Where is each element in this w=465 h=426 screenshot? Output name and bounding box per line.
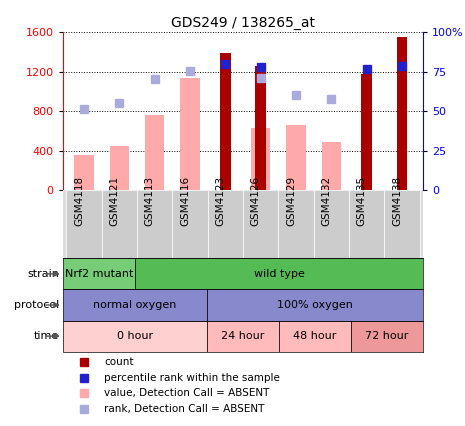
Text: 48 hour: 48 hour xyxy=(293,331,337,341)
Bar xyxy=(207,321,279,352)
Text: 24 hour: 24 hour xyxy=(221,331,265,341)
Text: value, Detection Call = ABSENT: value, Detection Call = ABSENT xyxy=(104,388,270,398)
Text: GSM4121: GSM4121 xyxy=(109,176,120,226)
Bar xyxy=(207,289,423,321)
Bar xyxy=(102,190,137,258)
Text: 72 hour: 72 hour xyxy=(365,331,409,341)
Bar xyxy=(63,289,207,321)
Text: rank, Detection Call = ABSENT: rank, Detection Call = ABSENT xyxy=(104,404,265,414)
Text: protocol: protocol xyxy=(14,300,59,310)
Bar xyxy=(351,321,423,352)
Bar xyxy=(220,53,231,190)
Bar xyxy=(208,190,243,258)
Title: GDS249 / 138265_at: GDS249 / 138265_at xyxy=(171,15,315,29)
Text: GSM4129: GSM4129 xyxy=(286,176,296,226)
Bar xyxy=(361,74,372,190)
Bar xyxy=(251,128,270,190)
Bar xyxy=(180,78,199,190)
Text: GSM4113: GSM4113 xyxy=(145,176,155,226)
Text: GSM4126: GSM4126 xyxy=(251,176,260,226)
Bar xyxy=(322,142,341,190)
Bar xyxy=(63,321,207,352)
Bar xyxy=(255,66,266,190)
Text: GSM4118: GSM4118 xyxy=(74,176,84,226)
Bar xyxy=(137,190,173,258)
Text: GSM4132: GSM4132 xyxy=(321,176,331,226)
Text: 0 hour: 0 hour xyxy=(117,331,153,341)
Text: percentile rank within the sample: percentile rank within the sample xyxy=(104,372,280,383)
Bar xyxy=(278,190,313,258)
Text: wild type: wild type xyxy=(253,269,305,279)
Text: GSM4123: GSM4123 xyxy=(215,176,226,226)
Bar xyxy=(145,115,164,190)
Text: time: time xyxy=(34,331,59,341)
Text: 100% oxygen: 100% oxygen xyxy=(277,300,353,310)
Text: Nrf2 mutant: Nrf2 mutant xyxy=(65,269,133,279)
Bar xyxy=(286,125,306,190)
Bar xyxy=(63,258,135,289)
Text: strain: strain xyxy=(27,269,59,279)
Bar xyxy=(313,190,349,258)
Bar xyxy=(397,37,407,190)
Bar xyxy=(135,258,423,289)
Text: normal oxygen: normal oxygen xyxy=(93,300,177,310)
Bar xyxy=(173,190,208,258)
Bar xyxy=(74,155,93,190)
Text: count: count xyxy=(104,357,134,367)
Bar xyxy=(349,190,384,258)
Bar xyxy=(279,321,351,352)
Text: GSM4135: GSM4135 xyxy=(357,176,366,226)
Bar xyxy=(243,190,278,258)
Text: GSM4116: GSM4116 xyxy=(180,176,190,226)
Text: GSM4138: GSM4138 xyxy=(392,176,402,226)
Bar xyxy=(66,190,102,258)
Bar xyxy=(384,190,419,258)
Bar xyxy=(110,146,129,190)
